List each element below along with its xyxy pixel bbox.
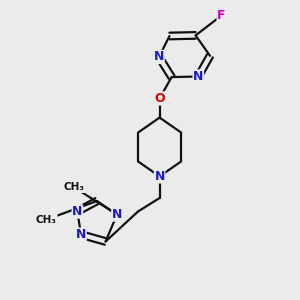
Text: N: N [154,50,164,64]
Text: N: N [154,170,165,183]
Text: N: N [76,228,86,241]
Text: CH₃: CH₃ [64,182,85,193]
Text: N: N [112,208,122,221]
Text: N: N [193,70,203,83]
Text: N: N [72,205,82,218]
Text: F: F [217,9,226,22]
Text: CH₃: CH₃ [36,214,57,225]
Text: O: O [154,92,165,105]
